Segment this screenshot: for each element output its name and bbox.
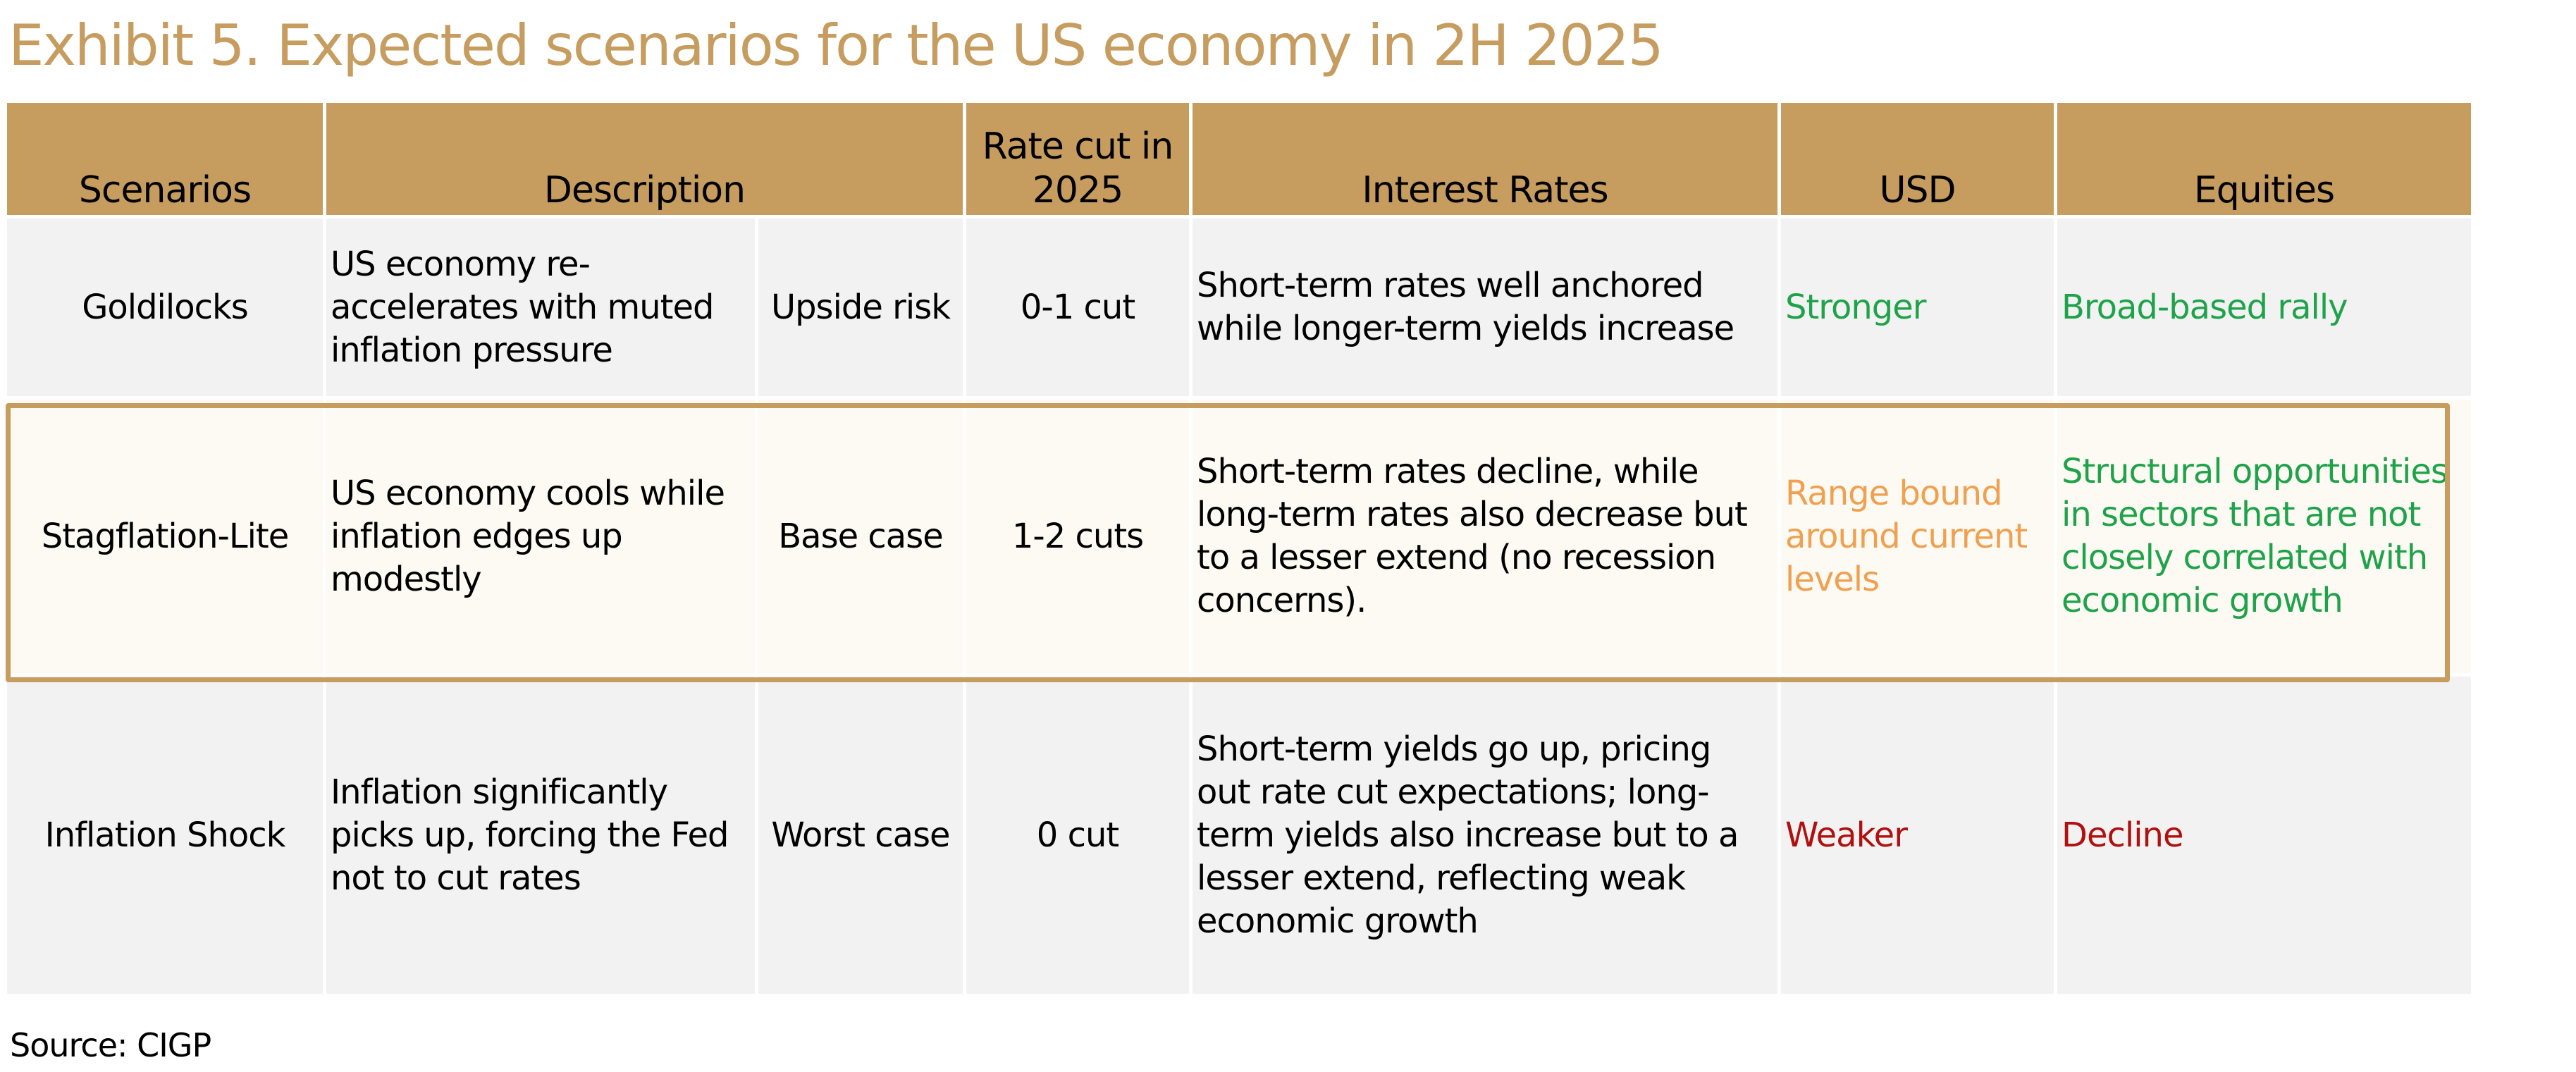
description-cell: US economy re-accelerates with muted inf… — [326, 218, 755, 396]
header-equities: Equities — [2057, 103, 2471, 215]
rate-cut-cell: 1-2 cuts — [966, 400, 1189, 673]
equities-cell: Decline — [2057, 677, 2471, 994]
header-rate-cut: Rate cut in 2025 — [966, 103, 1189, 215]
description-cell: Inflation significantly picks up, forcin… — [326, 677, 755, 994]
case-cell: Upside risk — [758, 218, 963, 396]
source-note: Source: CIGP — [10, 1026, 211, 1064]
scenario-cell: Stagflation-Lite — [7, 400, 323, 673]
scenario-cell: Goldilocks — [7, 218, 323, 396]
case-cell: Worst case — [758, 677, 963, 994]
usd-cell: Range bound around current levels — [1781, 400, 2054, 673]
equities-cell: Broad-based rally — [2057, 218, 2471, 396]
rate-cut-cell: 0 cut — [966, 677, 1189, 994]
table-row: Goldilocks US economy re-accelerates wit… — [7, 218, 2471, 396]
interest-rates-cell: Short-term rates decline, while long-ter… — [1193, 400, 1777, 673]
header-row: Scenarios Description Rate cut in 2025 I… — [7, 103, 2471, 215]
header-scenarios: Scenarios — [7, 103, 323, 215]
scenarios-table: Scenarios Description Rate cut in 2025 I… — [4, 99, 2475, 997]
interest-rates-cell: Short-term rates well anchored while lon… — [1193, 218, 1777, 396]
header-interest-rates: Interest Rates — [1193, 103, 1777, 215]
case-cell: Base case — [758, 400, 963, 673]
table-row-highlighted: Stagflation-Lite US economy cools while … — [7, 400, 2471, 673]
exhibit-title: Exhibit 5. Expected scenarios for the US… — [8, 13, 1664, 78]
usd-cell: Stronger — [1781, 218, 2054, 396]
header-usd: USD — [1781, 103, 2054, 215]
equities-cell: Structural opportunities in sectors that… — [2057, 400, 2471, 673]
table-row: Inflation Shock Inflation significantly … — [7, 677, 2471, 994]
usd-cell: Weaker — [1781, 677, 2054, 994]
interest-rates-cell: Short-term yields go up, pricing out rat… — [1193, 677, 1777, 994]
header-description: Description — [326, 103, 963, 215]
description-cell: US economy cools while inflation edges u… — [326, 400, 755, 673]
scenario-cell: Inflation Shock — [7, 677, 323, 994]
rate-cut-cell: 0-1 cut — [966, 218, 1189, 396]
